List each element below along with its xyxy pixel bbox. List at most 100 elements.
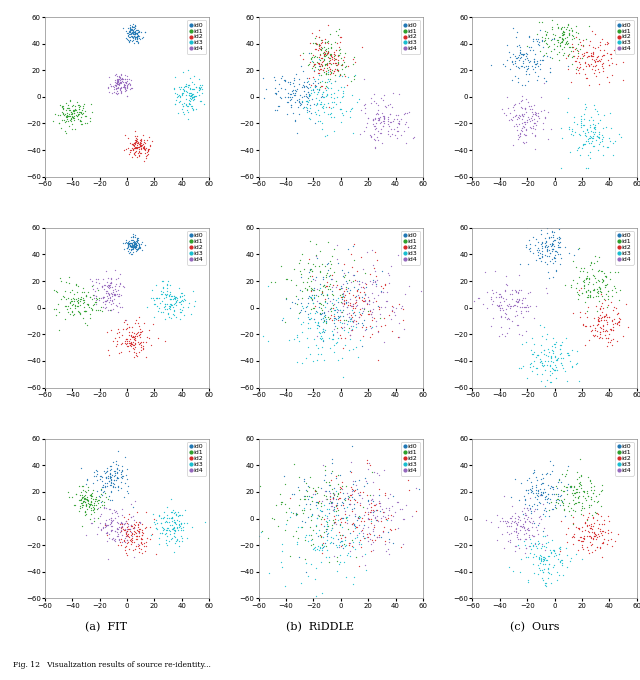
Point: [109, 505, 120, 516]
Point: [162, 288, 172, 299]
Point: [370, 535, 380, 546]
Point: [577, 522, 587, 532]
Point: [551, 496, 561, 507]
Point: [543, 563, 553, 574]
Point: [318, 324, 328, 335]
Point: [308, 78, 318, 88]
Point: [595, 543, 605, 554]
Point: [366, 518, 376, 529]
Point: [610, 535, 620, 546]
Point: [359, 303, 369, 314]
Point: [131, 347, 141, 358]
Point: [137, 33, 147, 44]
Point: [169, 515, 179, 526]
Point: [131, 30, 141, 41]
Point: [609, 281, 619, 292]
Point: [73, 114, 83, 124]
Point: [326, 59, 336, 70]
Point: [109, 475, 120, 486]
Point: [339, 299, 349, 309]
Point: [326, 48, 337, 59]
Point: [363, 536, 373, 547]
Point: [363, 522, 373, 532]
Point: [337, 530, 348, 541]
Point: [305, 88, 316, 99]
Point: [559, 494, 570, 505]
Point: [354, 513, 364, 524]
Point: [397, 301, 407, 312]
Point: [566, 129, 576, 139]
Point: [376, 128, 387, 139]
Point: [357, 320, 367, 330]
Point: [572, 62, 582, 73]
Point: [511, 531, 522, 542]
Point: [554, 500, 564, 511]
Point: [551, 245, 561, 256]
Point: [76, 300, 86, 311]
Point: [168, 505, 178, 516]
Point: [360, 107, 370, 118]
Point: [112, 75, 122, 86]
Point: [76, 107, 86, 118]
Point: [588, 114, 598, 125]
Point: [547, 245, 557, 256]
Point: [161, 289, 172, 300]
Point: [196, 96, 207, 107]
Point: [329, 490, 339, 500]
Point: [131, 33, 141, 44]
Point: [168, 506, 178, 517]
Point: [104, 533, 115, 544]
Point: [112, 73, 122, 84]
Point: [532, 75, 542, 86]
Point: [102, 535, 113, 546]
Point: [343, 490, 353, 501]
Point: [586, 539, 596, 550]
Point: [561, 52, 571, 63]
Point: [333, 41, 344, 52]
Point: [106, 472, 116, 483]
Point: [525, 112, 536, 123]
Point: [516, 506, 527, 517]
Point: [75, 309, 85, 320]
Point: [387, 515, 397, 526]
Point: [549, 550, 559, 561]
Point: [511, 61, 521, 71]
Point: [353, 497, 363, 508]
Point: [573, 142, 583, 153]
Point: [83, 496, 93, 507]
Point: [120, 338, 131, 349]
Point: [115, 537, 125, 547]
Point: [178, 84, 188, 95]
Point: [78, 485, 88, 496]
Point: [322, 290, 332, 301]
Point: [335, 536, 346, 547]
Point: [552, 35, 563, 46]
Point: [308, 544, 318, 555]
Point: [378, 120, 388, 131]
Point: [596, 136, 607, 147]
Point: [518, 522, 529, 532]
Point: [107, 469, 117, 480]
Point: [136, 133, 146, 144]
Point: [125, 239, 135, 250]
Point: [332, 503, 342, 513]
Point: [122, 473, 132, 484]
Point: [591, 52, 602, 63]
Point: [336, 512, 346, 523]
Point: [95, 305, 105, 316]
Point: [105, 473, 115, 484]
Point: [102, 466, 113, 477]
Point: [78, 499, 88, 510]
Point: [122, 333, 132, 344]
Point: [106, 304, 116, 315]
Point: [323, 73, 333, 84]
Point: [593, 285, 603, 296]
Point: [577, 48, 588, 59]
Point: [149, 517, 159, 528]
Point: [585, 120, 595, 131]
Point: [506, 521, 516, 532]
Point: [131, 230, 141, 241]
Point: [339, 556, 349, 567]
Point: [509, 508, 520, 519]
Point: [567, 38, 577, 49]
